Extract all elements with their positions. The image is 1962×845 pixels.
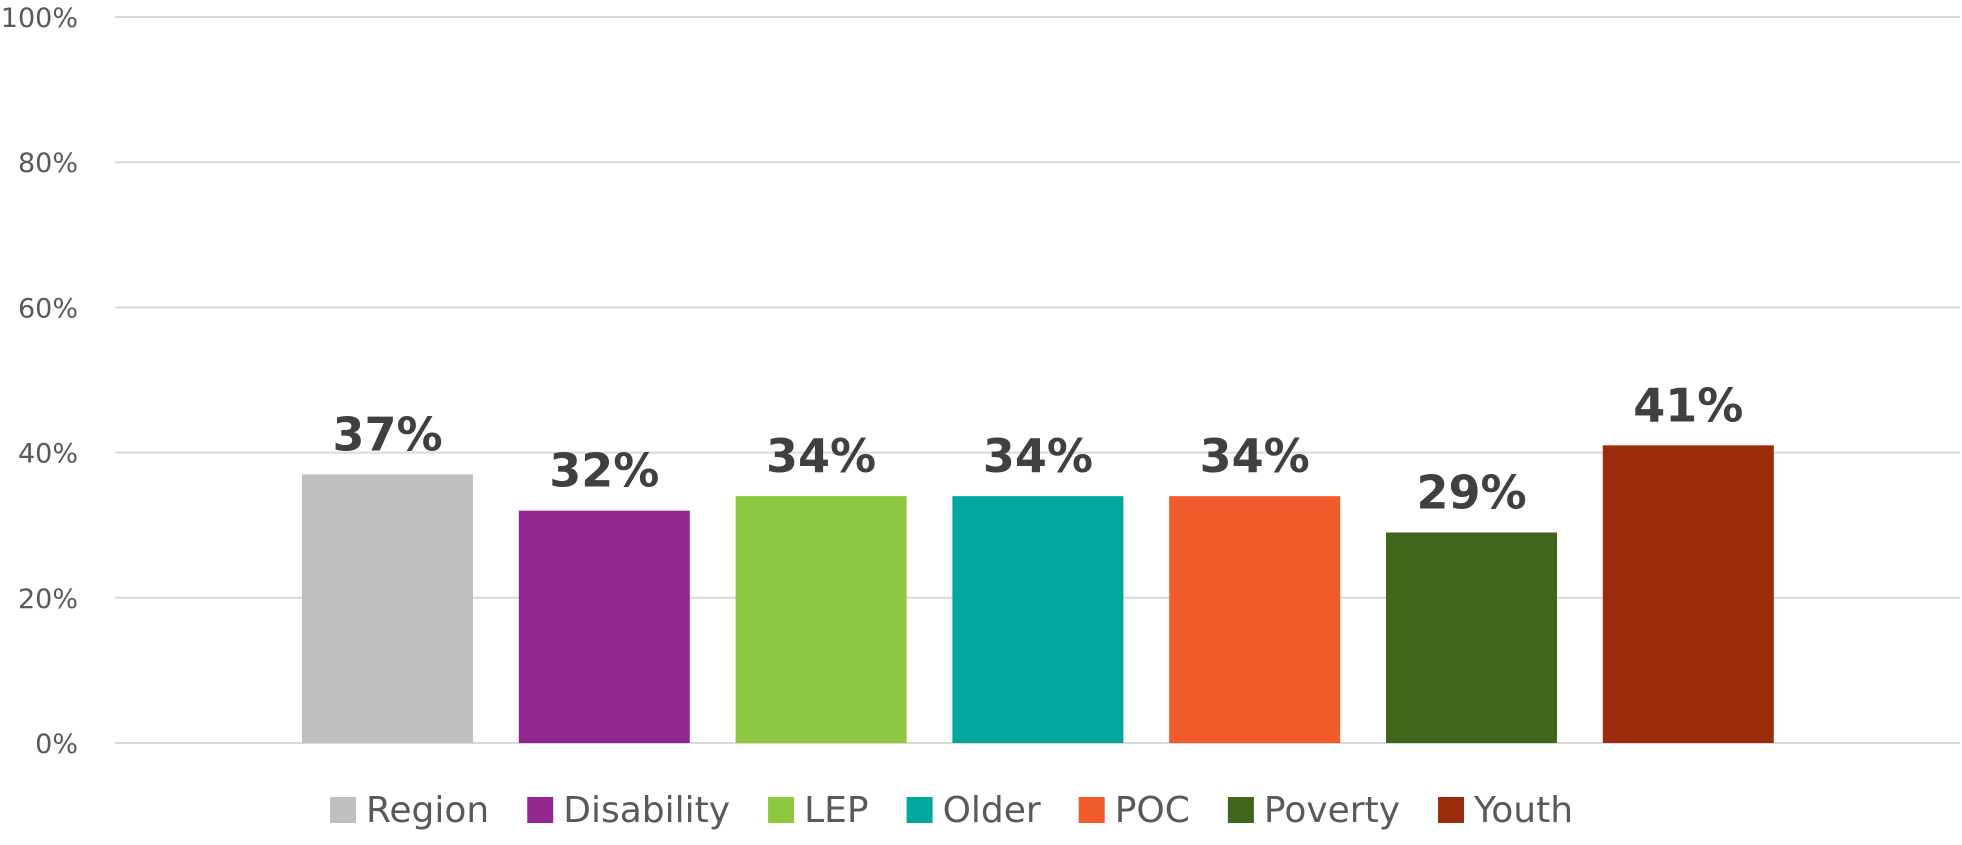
legend-swatch: [768, 797, 795, 823]
legend-label: Older: [943, 790, 1041, 831]
legend-swatch: [1438, 797, 1465, 823]
legend-item-region: Region: [329, 790, 489, 831]
y-tick-label: 20%: [18, 584, 78, 615]
legend-item-older: Older: [906, 790, 1041, 831]
legend-swatch: [527, 797, 554, 823]
bar-older: [952, 496, 1124, 743]
data-label-poverty: 29%: [1416, 465, 1526, 519]
y-axis: 0% 20% 40% 60% 80% 100%: [1, 3, 78, 760]
legend-label: LEP: [804, 790, 869, 831]
legend-item-lep: LEP: [768, 790, 869, 831]
bar-poc: [1169, 496, 1341, 743]
bar-youth: [1602, 445, 1774, 743]
legend-swatch: [1078, 797, 1105, 823]
legend-label: Region: [366, 790, 489, 831]
bar-lep: [735, 496, 907, 743]
bar-region: [302, 474, 473, 743]
legend-item-disability: Disability: [527, 790, 730, 831]
legend-label: POC: [1115, 790, 1190, 831]
legend-swatch: [906, 797, 933, 823]
legend-label: Youth: [1473, 790, 1573, 831]
data-label-older: 34%: [983, 429, 1093, 483]
legend-label: Disability: [563, 790, 730, 831]
bars: [302, 445, 1774, 743]
legend-label: Poverty: [1264, 790, 1400, 831]
y-tick-label: 40%: [18, 439, 78, 470]
data-label-poc: 34%: [1200, 429, 1310, 483]
legend-item-poc: POC: [1078, 790, 1190, 831]
y-tick-label: 80%: [18, 148, 78, 179]
data-label-region: 37%: [332, 407, 442, 461]
bar-disability: [518, 510, 690, 743]
legend-item-poverty: Poverty: [1227, 790, 1400, 831]
data-label-lep: 34%: [766, 429, 876, 483]
legend-swatch: [1227, 797, 1254, 823]
y-tick-label: 0%: [35, 729, 78, 760]
data-labels: 37% 32% 34% 34% 34% 29% 41%: [332, 378, 1743, 519]
legend: Region Disability LEP Older POC Poverty Youth: [329, 790, 1573, 831]
data-label-disability: 32%: [549, 444, 659, 498]
legend-item-youth: Youth: [1438, 790, 1573, 831]
y-tick-label: 100%: [1, 3, 78, 34]
bar-poverty: [1386, 532, 1557, 743]
legend-swatch: [329, 797, 356, 823]
y-tick-label: 60%: [18, 293, 78, 324]
data-label-youth: 41%: [1633, 378, 1743, 432]
